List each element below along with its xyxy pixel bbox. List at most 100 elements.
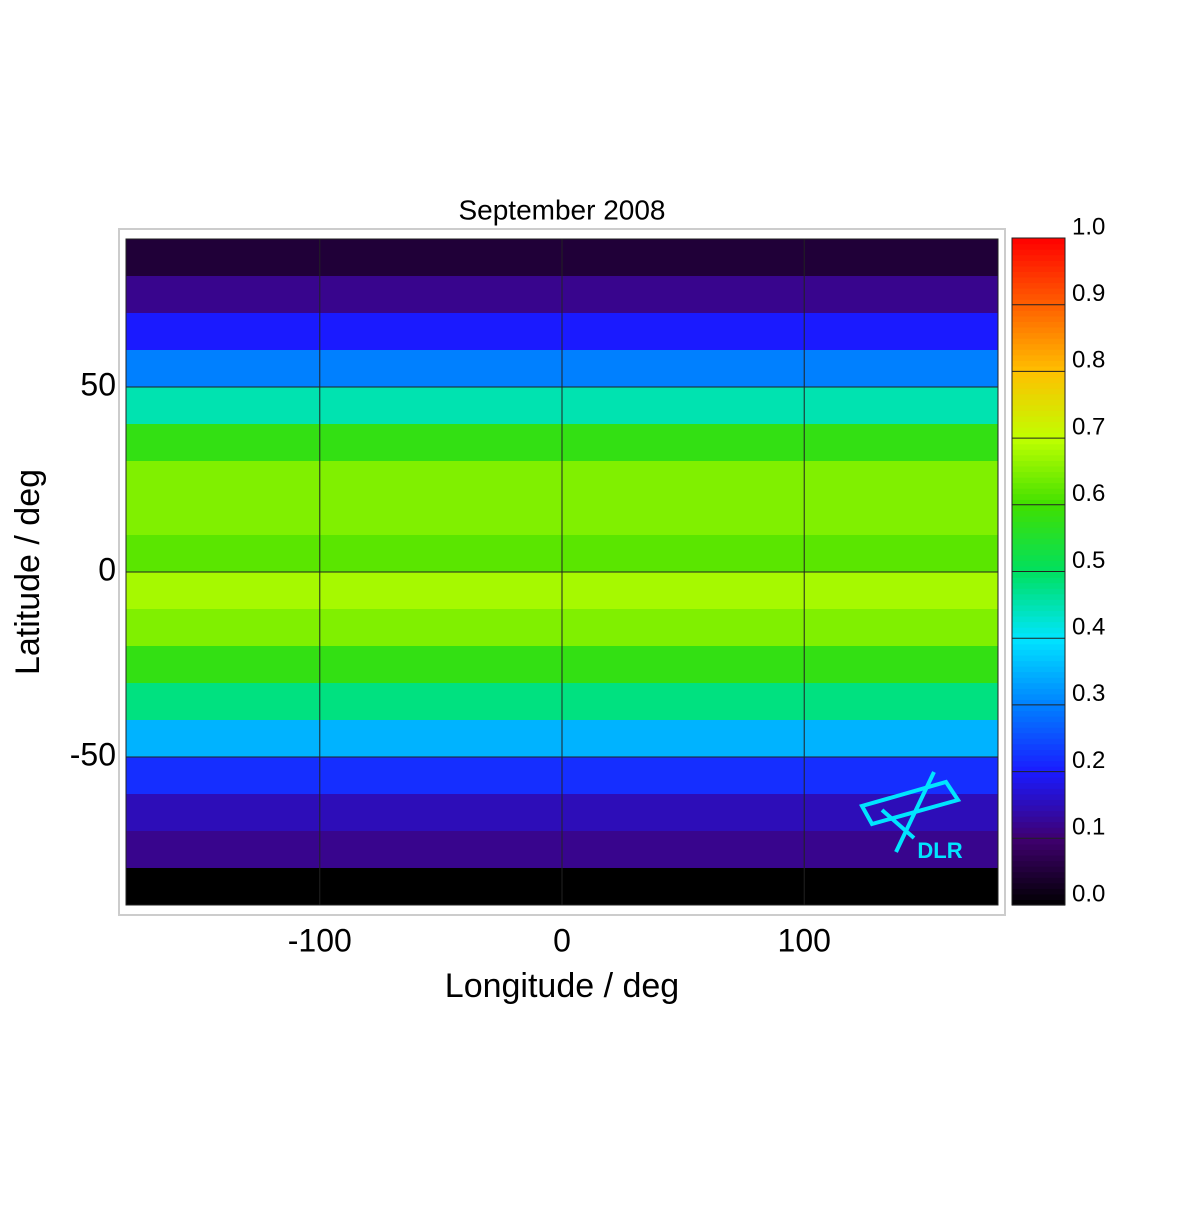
colorbar-swatch xyxy=(1012,604,1065,612)
colorbar-tick-label: 0.6 xyxy=(1072,480,1105,507)
colorbar-swatch xyxy=(1012,799,1065,806)
colorbar-swatch xyxy=(1012,443,1065,450)
colorbar-tick-label: 0.5 xyxy=(1072,547,1105,574)
colorbar-swatch xyxy=(1012,554,1065,561)
colorbar-swatch xyxy=(1012,832,1065,839)
colorbar-swatch xyxy=(1012,499,1065,506)
colorbar-swatch xyxy=(1012,688,1065,695)
colorbar-swatch xyxy=(1012,482,1065,489)
colorbar-swatch xyxy=(1012,404,1065,411)
colorbar-swatch xyxy=(1012,538,1065,545)
colorbar-swatch xyxy=(1012,866,1065,873)
grid xyxy=(125,238,999,906)
colorbar-swatch xyxy=(1012,332,1065,339)
colorbar-swatch xyxy=(1012,899,1065,906)
colorbar-tick-label: 0.3 xyxy=(1072,680,1105,707)
colorbar-swatch xyxy=(1012,293,1065,300)
colorbar-swatch xyxy=(1012,677,1065,684)
colorbar-swatch xyxy=(1012,460,1065,467)
colorbar-swatch xyxy=(1012,588,1065,595)
colorbar-swatch xyxy=(1012,399,1065,406)
colorbar-swatch xyxy=(1012,338,1065,345)
colorbar-swatch xyxy=(1012,693,1065,700)
colorbar-tick-label: 0.1 xyxy=(1072,814,1105,841)
colorbar-swatch xyxy=(1012,615,1065,623)
colorbar-swatch xyxy=(1012,838,1065,845)
x-tick-label: 100 xyxy=(778,922,831,958)
colorbar-swatch xyxy=(1012,882,1065,889)
colorbar-swatch xyxy=(1012,271,1065,278)
colorbar-swatch xyxy=(1012,816,1065,823)
logo-shape xyxy=(894,771,936,853)
logo-text: DLR xyxy=(917,838,962,863)
colorbar-swatch xyxy=(1012,265,1065,272)
colorbar-swatch xyxy=(1012,560,1065,567)
colorbar-swatch xyxy=(1012,743,1065,750)
colorbar-swatch xyxy=(1012,304,1065,311)
colorbar-swatch xyxy=(1012,888,1065,895)
colorbar-swatch xyxy=(1012,738,1065,745)
colorbar-swatch xyxy=(1012,465,1065,473)
colorbar-swatch xyxy=(1012,821,1065,828)
colorbar-swatch xyxy=(1012,371,1065,378)
colorbar-swatch xyxy=(1012,660,1065,667)
x-tick-label: 0 xyxy=(553,922,571,958)
colorbar-swatch xyxy=(1012,632,1065,639)
colorbar-swatch xyxy=(1012,727,1065,734)
logo xyxy=(859,771,962,853)
colorbar-swatch xyxy=(1012,388,1065,395)
colorbar-swatch xyxy=(1012,671,1065,678)
colorbar-swatch xyxy=(1012,804,1065,812)
colorbar-swatch xyxy=(1012,360,1065,367)
colorbar-swatch xyxy=(1012,643,1065,650)
colorbar-swatch xyxy=(1012,788,1065,795)
colorbar-swatch xyxy=(1012,343,1065,350)
colorbar-swatch xyxy=(1012,376,1065,384)
y-tick-label: -50 xyxy=(70,736,116,772)
colorbar-swatch xyxy=(1012,704,1065,712)
colorbar-swatch xyxy=(1012,627,1065,634)
colorbar-tick-label: 0.8 xyxy=(1072,347,1105,374)
colorbar-swatch xyxy=(1012,504,1065,511)
colorbar-swatch xyxy=(1012,827,1065,834)
colorbar-tick-label: 1.0 xyxy=(1072,213,1105,240)
colorbar-tick-label: 0.9 xyxy=(1072,280,1105,307)
colorbar-swatch xyxy=(1012,415,1065,423)
colorbar-swatch xyxy=(1012,654,1065,662)
colorbar-swatch xyxy=(1012,754,1065,762)
colorbar-tick-label: 0.2 xyxy=(1072,747,1105,774)
y-tick-label: 50 xyxy=(80,366,116,402)
x-tick-label: -100 xyxy=(288,922,352,958)
colorbar-swatch xyxy=(1012,432,1065,439)
colorbar-swatch xyxy=(1012,810,1065,817)
colorbar-swatch xyxy=(1012,510,1065,517)
colorbar-swatch xyxy=(1012,288,1065,295)
colorbar-swatch xyxy=(1012,532,1065,539)
chart-title: September 2008 xyxy=(458,194,665,225)
colorbar-swatch xyxy=(1012,893,1065,901)
colorbar-swatch xyxy=(1012,527,1065,534)
colorbar-swatch xyxy=(1012,571,1065,578)
colorbar-swatch xyxy=(1012,782,1065,789)
colorbar-tick-label: 0.0 xyxy=(1072,880,1105,907)
logo-shape xyxy=(880,808,916,840)
colorbar-swatch xyxy=(1012,599,1065,606)
colorbar-swatch xyxy=(1012,282,1065,289)
colorbar-swatch xyxy=(1012,766,1065,773)
colorbar-swatch xyxy=(1012,565,1065,573)
colorbar-swatch xyxy=(1012,426,1065,434)
colorbar-swatch xyxy=(1012,410,1065,417)
colorbar-swatch xyxy=(1012,593,1065,600)
colorbar-swatch xyxy=(1012,260,1065,267)
x-axis-label: Longitude / deg xyxy=(445,967,679,1005)
colorbar-tick-label: 0.7 xyxy=(1072,413,1105,440)
colorbar-swatch xyxy=(1012,749,1065,756)
colorbar-swatch xyxy=(1012,365,1065,372)
colorbar-swatch xyxy=(1012,299,1065,306)
colorbar-swatch xyxy=(1012,454,1065,461)
colorbar-swatch xyxy=(1012,549,1065,556)
colorbar-swatch xyxy=(1012,843,1065,851)
colorbar-swatch xyxy=(1012,515,1065,523)
colorbar-swatch xyxy=(1012,610,1065,617)
y-axis-label: Latitude / deg xyxy=(9,469,47,675)
